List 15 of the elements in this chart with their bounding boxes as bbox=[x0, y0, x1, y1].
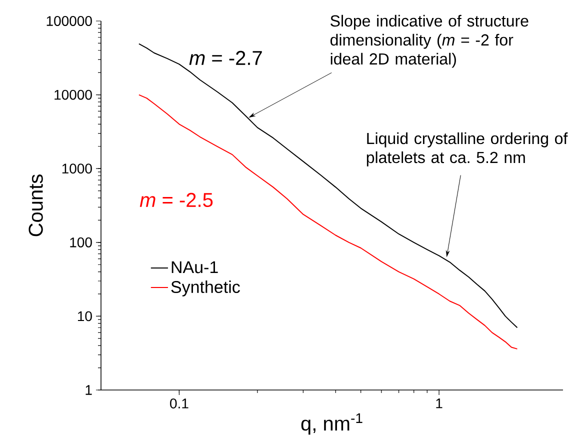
y-tick-label: 1 bbox=[86, 385, 92, 395]
annotation: m = -2.7 bbox=[189, 50, 262, 65]
legend-label: NAu-1 bbox=[172, 261, 218, 274]
y-axis-title: Counts bbox=[28, 174, 43, 236]
y-tick-label: 100000 bbox=[46, 16, 92, 26]
x-axis-title: q, nm$^{-1}$ bbox=[301, 413, 362, 435]
y-tick-label: 10000 bbox=[54, 90, 92, 100]
annotation: Liquid crystalline ordering of platelets at ca. 5.2 nm bbox=[366, 132, 568, 166]
y-tick-label: 100 bbox=[70, 237, 92, 248]
legend-label: Synthetic bbox=[171, 280, 240, 296]
y-tick-label: 1000 bbox=[62, 164, 92, 174]
y-tick-label: 10 bbox=[78, 311, 92, 322]
annotation: m = -2.5 bbox=[140, 192, 213, 208]
annotation: Slope indicative of structure dimensionality (m = -2 for ideal 2D material) bbox=[330, 14, 528, 68]
x-tick-label: 0.1 bbox=[170, 398, 188, 408]
